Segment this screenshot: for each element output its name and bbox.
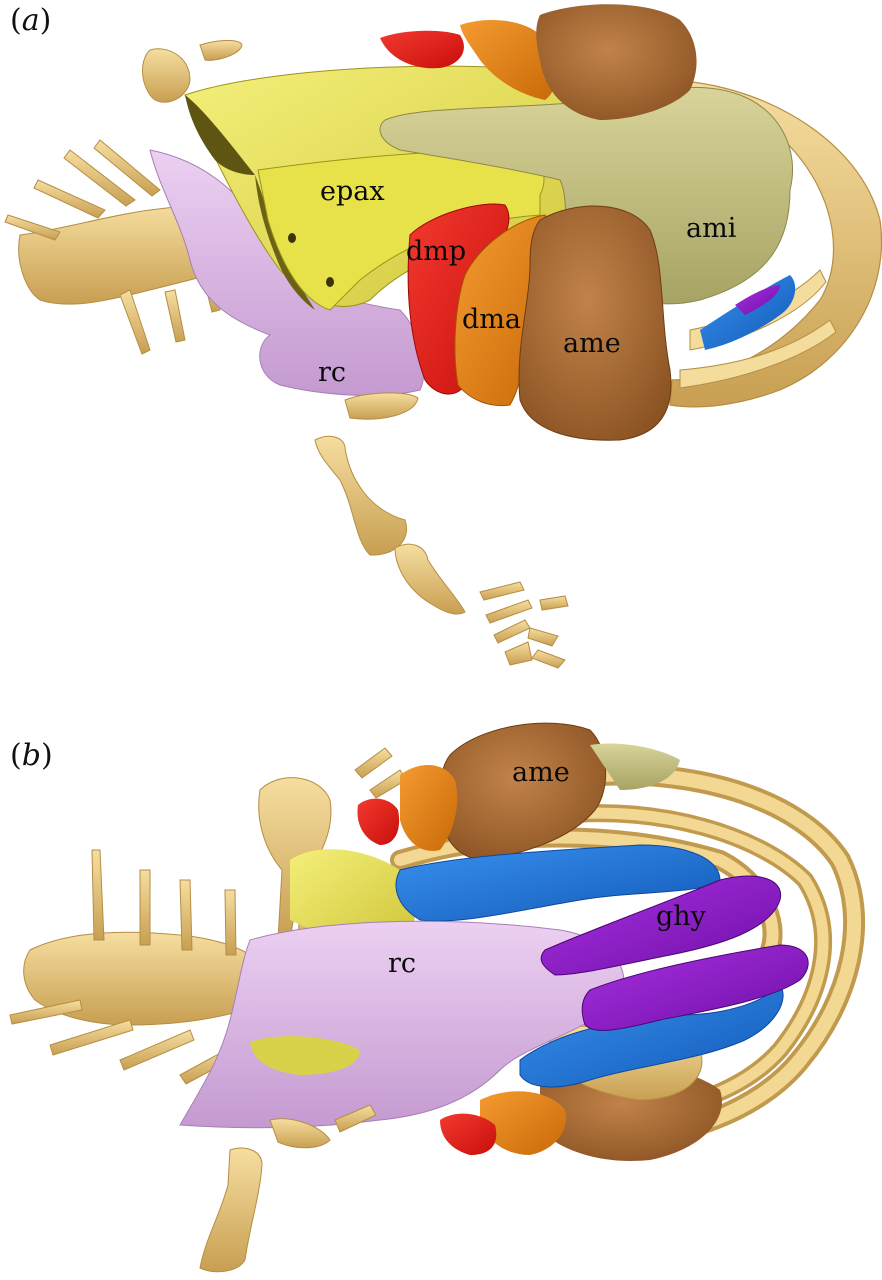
panel-a-letter: (a) [10,3,51,38]
dmp-muscle-top-b [357,798,400,845]
label-rc-b: rc [388,948,416,979]
label-ame-a: ame [563,328,621,359]
ghy-muscle-a [735,285,780,315]
label-ami: ami [686,213,737,244]
ami-muscle-b [590,743,680,790]
label-rc-a: rc [318,357,346,388]
label-dma: dma [462,304,521,335]
ghy-muscle-b-2 [581,944,809,1031]
dmp-muscle-top-a [380,30,464,69]
ame-muscle-top-a [536,4,697,120]
panel-b-letter: (b) [10,738,53,773]
dma-muscle-top-b [400,764,458,851]
ghy-muscle-b-1 [540,875,782,976]
panel-a: (a) [4,3,882,669]
epax-muscle-b [290,849,415,942]
label-epax: epax [320,176,385,207]
label-ame-b: ame [512,757,570,788]
epax-window-b [250,1036,360,1075]
dmp-muscle-bottom-b [440,1113,497,1155]
label-dmp: dmp [406,236,466,267]
forelimb-bones-a [314,392,569,669]
label-ghy: ghy [656,901,707,932]
blue-muscle-b-1 [395,844,721,922]
panel-b: (b) [9,722,866,1273]
ame-muscle [518,205,672,441]
dma-muscle-top-a [460,20,557,100]
forelimb-bones-b [199,1104,377,1273]
rc-muscle-b [179,920,625,1129]
dma-muscle-bottom-b [480,1091,566,1155]
